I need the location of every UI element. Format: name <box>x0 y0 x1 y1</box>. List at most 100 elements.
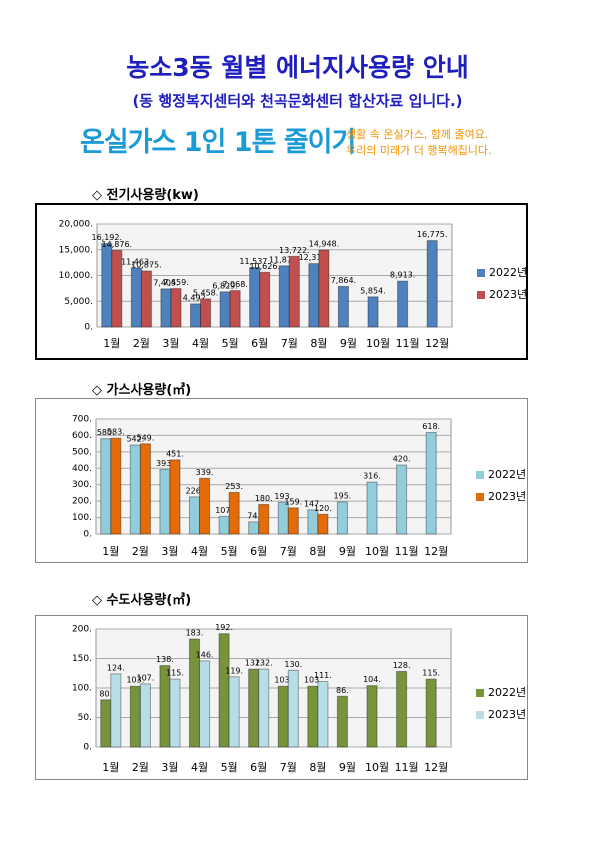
bar <box>396 670 408 748</box>
chart: 0. 100. 200. 300. 400. 500. 600. 700. 1월 580.583.… <box>35 398 528 563</box>
bar <box>426 240 438 328</box>
y-tick-label: 100. <box>72 513 92 523</box>
bar <box>139 443 151 535</box>
value-label: 159. <box>284 497 302 506</box>
bar <box>228 491 240 535</box>
value-label: 420. <box>393 455 411 464</box>
x-tick-label: 9월 <box>339 545 356 558</box>
bar <box>169 459 181 535</box>
legend-swatch <box>476 711 484 719</box>
bar <box>139 683 151 748</box>
x-tick-label: 4월 <box>191 545 208 558</box>
x-tick-label: 8월 <box>310 337 327 350</box>
value-label: 86. <box>336 686 349 695</box>
bar <box>100 438 112 535</box>
value-label: 10,626. <box>249 262 280 271</box>
value-label: 11,463. <box>121 257 152 266</box>
bar <box>101 243 113 328</box>
bar <box>169 678 181 748</box>
value-label: 111. <box>314 671 332 680</box>
value-label: 7,459. <box>163 278 188 287</box>
y-tick-label: 0. <box>84 323 93 333</box>
value-label: 195. <box>334 491 352 500</box>
y-tick-label: 300. <box>72 480 92 490</box>
legend-label: 2023년 <box>489 288 527 301</box>
x-tick-label: 3월 <box>162 337 179 350</box>
bar <box>336 695 348 748</box>
bar <box>366 481 378 535</box>
bar <box>397 280 409 328</box>
y-tick-label: 10,000. <box>59 271 93 281</box>
value-label: 12,310. <box>299 253 330 262</box>
y-tick-label: 700. <box>72 415 92 425</box>
value-label: 183. <box>186 629 204 638</box>
value-label: 6,829. <box>212 281 237 290</box>
bar <box>307 509 319 535</box>
legend-swatch <box>477 269 485 277</box>
y-tick-label: 100. <box>72 684 92 694</box>
value-label: 103. <box>126 676 144 685</box>
legend-label: 2023년 <box>488 708 526 721</box>
banner-line: 우리의 미래가 더 행복해집니다. <box>346 144 492 157</box>
bar <box>130 267 142 328</box>
bar <box>159 468 171 535</box>
y-tick-label: 15,000. <box>59 245 93 255</box>
bar <box>218 633 230 748</box>
value-label: 14,948. <box>309 240 340 249</box>
y-tick-label: 600. <box>72 431 92 441</box>
x-tick-label: 12월 <box>425 337 449 350</box>
x-tick-label: 10월 <box>365 545 389 558</box>
x-tick-label: 7월 <box>280 545 297 558</box>
legend-swatch <box>476 689 484 697</box>
x-tick-label: 12월 <box>424 545 448 558</box>
value-label: 316. <box>363 472 381 481</box>
chart-title: ◇ 가스사용량(㎥) <box>92 383 192 398</box>
bar <box>129 685 141 748</box>
bar <box>307 685 319 748</box>
bar <box>366 685 378 748</box>
legend-swatch <box>477 291 485 299</box>
value-label: 16,775. <box>417 230 448 239</box>
bar <box>110 437 122 535</box>
x-tick-label: 12월 <box>424 761 448 774</box>
bar <box>110 673 122 748</box>
bar <box>259 271 271 328</box>
value-label: 192. <box>215 623 233 632</box>
value-label: 11,537. <box>239 257 270 266</box>
bar <box>337 286 349 328</box>
bar <box>277 501 289 535</box>
value-label: 542. <box>126 434 144 443</box>
value-label: 226. <box>186 486 204 495</box>
x-tick-label: 7월 <box>280 761 297 774</box>
bar <box>287 669 299 748</box>
value-label: 119. <box>225 666 243 675</box>
bar <box>317 513 329 535</box>
x-tick-label: 11월 <box>395 545 419 558</box>
value-label: 7,864. <box>331 276 356 285</box>
chart-title: ◇ 전기사용량(kw) <box>92 188 199 203</box>
bar <box>277 685 289 748</box>
bar <box>229 290 241 328</box>
bar <box>200 298 212 328</box>
value-label: 130. <box>284 660 302 669</box>
x-tick-label: 10월 <box>366 337 390 350</box>
bar <box>170 288 182 328</box>
x-tick-label: 2월 <box>132 545 149 558</box>
chart-title: ◇ 수도사용량(㎥) <box>92 593 192 608</box>
value-label: 11,877. <box>269 255 300 264</box>
x-tick-label: 1월 <box>102 545 119 558</box>
y-tick-label: 200. <box>72 497 92 507</box>
legend-label: 2022년 <box>488 686 526 699</box>
x-tick-label: 2월 <box>133 337 150 350</box>
value-label: 180. <box>255 494 273 503</box>
y-tick-label: 5,000. <box>64 297 93 307</box>
bar <box>248 521 260 535</box>
value-label: 120. <box>314 504 332 513</box>
value-label: 583. <box>107 428 125 437</box>
value-label: 4,492. <box>183 293 208 302</box>
page-title: 농소3동 월별 에너지사용량 안내 <box>126 53 469 82</box>
bar <box>425 678 437 748</box>
x-tick-label: 11월 <box>396 337 420 350</box>
value-label: 107. <box>215 506 233 515</box>
